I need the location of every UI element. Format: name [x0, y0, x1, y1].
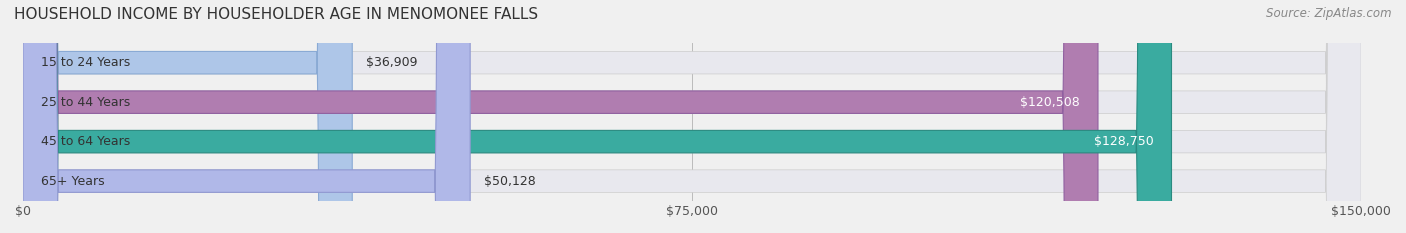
Text: HOUSEHOLD INCOME BY HOUSEHOLDER AGE IN MENOMONEE FALLS: HOUSEHOLD INCOME BY HOUSEHOLDER AGE IN M…: [14, 7, 538, 22]
Text: 65+ Years: 65+ Years: [41, 175, 104, 188]
Text: 15 to 24 Years: 15 to 24 Years: [41, 56, 131, 69]
FancyBboxPatch shape: [22, 0, 1171, 233]
Text: 45 to 64 Years: 45 to 64 Years: [41, 135, 131, 148]
FancyBboxPatch shape: [22, 0, 353, 233]
Text: $36,909: $36,909: [366, 56, 418, 69]
FancyBboxPatch shape: [22, 0, 1361, 233]
Text: $120,508: $120,508: [1021, 96, 1080, 109]
Text: 25 to 44 Years: 25 to 44 Years: [41, 96, 131, 109]
Text: $50,128: $50,128: [484, 175, 536, 188]
FancyBboxPatch shape: [22, 0, 1361, 233]
FancyBboxPatch shape: [22, 0, 470, 233]
FancyBboxPatch shape: [22, 0, 1361, 233]
Text: Source: ZipAtlas.com: Source: ZipAtlas.com: [1267, 7, 1392, 20]
Text: $128,750: $128,750: [1094, 135, 1154, 148]
FancyBboxPatch shape: [22, 0, 1361, 233]
FancyBboxPatch shape: [22, 0, 1098, 233]
